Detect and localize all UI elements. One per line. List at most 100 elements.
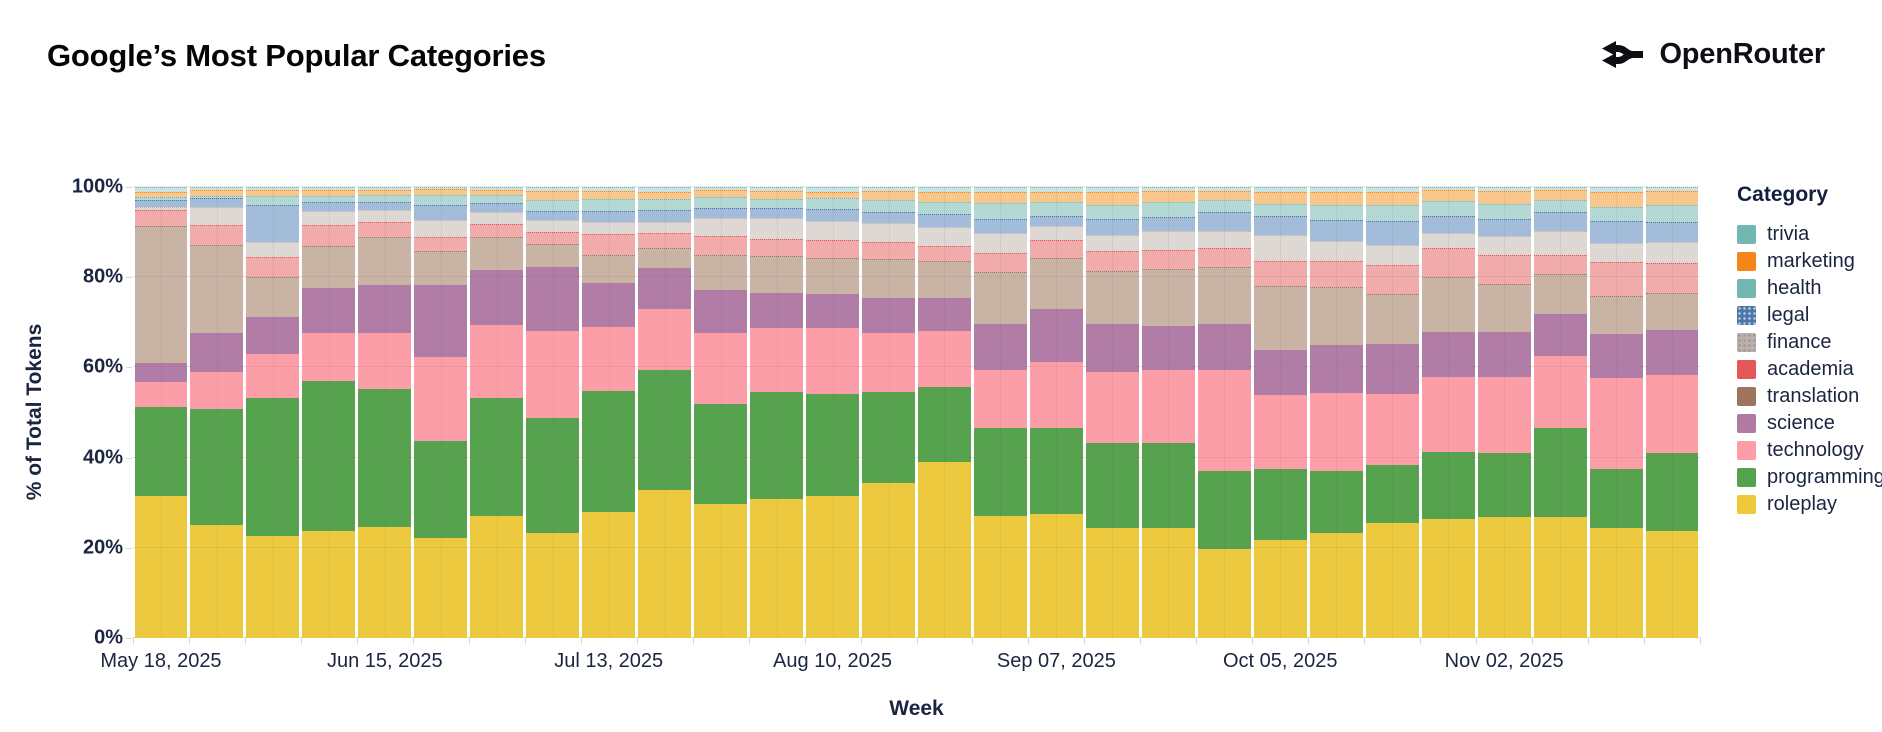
finance-segment	[638, 221, 692, 233]
roleplay-segment	[750, 499, 804, 638]
academia-segment	[1309, 261, 1363, 287]
legal-segment	[1589, 220, 1643, 243]
finance-segment	[1309, 240, 1363, 262]
y-tick-mark	[126, 638, 132, 639]
academia-segment	[806, 240, 860, 258]
roleplay-segment	[1533, 516, 1587, 638]
finance-segment	[470, 211, 524, 225]
bar-week-1	[134, 187, 188, 638]
x-tick-mark	[1028, 638, 1030, 644]
health-segment	[1589, 206, 1643, 221]
roleplay-segment	[1365, 522, 1419, 638]
health-segment	[1533, 199, 1587, 212]
legend-label: translation	[1767, 385, 1860, 407]
x-tick-mark	[468, 638, 470, 644]
programming-segment	[1141, 442, 1195, 528]
legal-segment	[694, 207, 748, 219]
x-tick-mark	[692, 638, 694, 644]
technology-segment	[1533, 355, 1587, 429]
science-segment	[1029, 309, 1083, 363]
legend-label: science	[1767, 412, 1835, 434]
finance-segment	[526, 219, 580, 233]
legend-title: Category	[1737, 183, 1829, 206]
legend-item-programming: programming	[1737, 464, 1882, 491]
programming-segment	[134, 407, 188, 497]
bar-week-25	[1477, 187, 1531, 638]
technology-segment	[1645, 374, 1699, 453]
health-segment	[973, 203, 1027, 219]
bar-week-26	[1533, 187, 1587, 638]
roleplay-segment	[1141, 527, 1195, 638]
x-tick-mark	[1084, 638, 1086, 644]
translation-segment	[582, 254, 636, 283]
translation-segment	[190, 244, 244, 334]
roleplay-segment	[1645, 531, 1699, 638]
gridline	[133, 546, 1700, 548]
technology-segment	[1365, 393, 1419, 465]
academia-swatch-icon	[1737, 360, 1756, 379]
academia-segment	[1533, 254, 1587, 274]
gridline	[133, 186, 1700, 187]
science-segment	[1365, 344, 1419, 394]
science-segment	[1421, 331, 1475, 377]
finance-segment	[358, 209, 412, 223]
marketing-segment	[1533, 189, 1587, 200]
finance-segment	[862, 223, 915, 243]
marketing-segment	[1589, 192, 1643, 207]
programming-segment	[694, 403, 748, 505]
academia-segment	[638, 232, 692, 249]
legal-segment	[1533, 211, 1587, 232]
academia-segment	[358, 222, 412, 237]
marketing-segment	[526, 191, 580, 200]
marketing-segment	[1477, 191, 1531, 205]
science-segment	[582, 282, 636, 327]
finance-segment	[1421, 232, 1475, 249]
x-tick-mark	[1252, 638, 1254, 644]
x-tick-mark	[1588, 638, 1590, 644]
roleplay-segment	[638, 490, 692, 638]
bar-week-15	[918, 187, 971, 638]
legend-label: legal	[1767, 304, 1810, 326]
science-segment	[694, 289, 748, 333]
programming-segment	[526, 418, 580, 534]
x-tick-mark	[1196, 638, 1198, 644]
science-segment	[470, 270, 524, 325]
legal-segment	[1365, 221, 1419, 246]
technology-segment	[1589, 378, 1643, 469]
science-segment	[358, 284, 412, 333]
legend-label: trivia	[1767, 223, 1810, 245]
roleplay-segment	[918, 461, 971, 638]
translation-segment	[1421, 277, 1475, 332]
x-tick-mark	[636, 638, 638, 644]
x-tick-mark	[860, 638, 862, 644]
technology-segment	[190, 371, 244, 409]
marketing-segment	[582, 191, 636, 199]
technology-segment	[1421, 376, 1475, 453]
y-tick-label: 100%	[71, 175, 123, 198]
bar-week-10	[638, 187, 692, 638]
science-segment	[918, 297, 971, 332]
science-segment	[1309, 344, 1363, 393]
x-tick-mark	[1700, 638, 1701, 644]
page-title: Google’s Most Popular Categories	[47, 38, 546, 73]
technology-segment	[470, 324, 524, 398]
x-tick-label: Jul 13, 2025	[554, 650, 664, 672]
bar-week-24	[1421, 187, 1475, 638]
health-segment	[246, 195, 300, 205]
roleplay-segment	[582, 511, 636, 638]
bar-week-23	[1365, 187, 1419, 638]
gridline	[133, 366, 1700, 368]
finance-segment	[1085, 234, 1139, 251]
x-tick-mark	[244, 638, 246, 644]
finance-segment	[1197, 231, 1251, 249]
science-segment	[246, 317, 300, 354]
translation-segment	[134, 225, 188, 363]
finance-segment	[973, 232, 1027, 254]
academia-segment	[134, 210, 188, 226]
academia-segment	[526, 232, 580, 245]
translation-segment	[358, 236, 412, 285]
y-axis-title: % of Total Tokens	[23, 323, 46, 501]
roleplay-segment	[1589, 528, 1643, 638]
technology-segment	[973, 370, 1027, 429]
